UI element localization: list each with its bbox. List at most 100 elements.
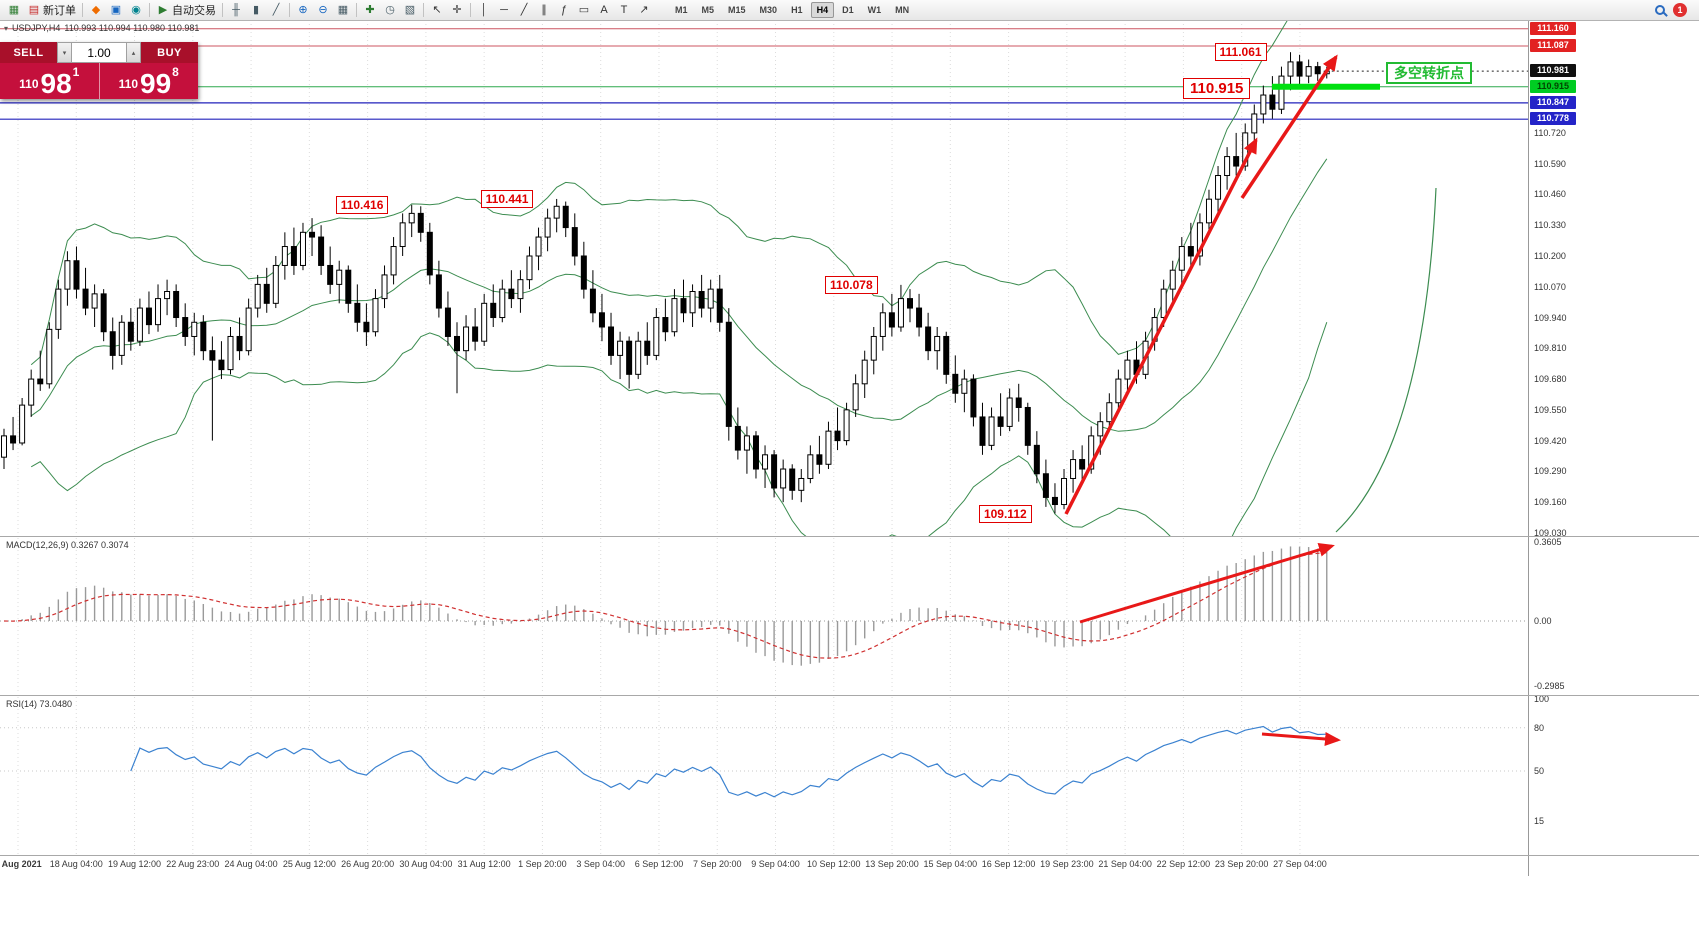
volume-decrement-button[interactable]: ▾	[57, 42, 72, 63]
price-scale[interactable]: 110.720 110.590 110.460 110.330 110.200 110.0…	[1528, 20, 1699, 876]
timeframe-d1[interactable]: D1	[842, 5, 854, 15]
time-axis-label: 19 Sep 23:00	[1040, 859, 1094, 869]
shapes-icon-glyph: ▭	[578, 4, 590, 16]
vertical-line-icon[interactable]: │	[474, 1, 494, 19]
horizontal-line-icon[interactable]: ─	[494, 1, 514, 19]
timeframe-m1[interactable]: M1	[675, 5, 688, 15]
tile-windows-icon-glyph: ▦	[337, 4, 349, 16]
candle-chart-icon-glyph: ▮	[252, 4, 260, 16]
charts-window-icon[interactable]: ▦	[4, 1, 24, 19]
line-chart-icon[interactable]: ╱	[266, 1, 286, 19]
charts-window-icon-glyph: ▦	[8, 4, 20, 16]
price-tick: 109.810	[1534, 343, 1567, 354]
panel-divider[interactable]	[0, 536, 1699, 537]
label-icon[interactable]: T	[614, 1, 634, 19]
panel-divider[interactable]	[0, 695, 1699, 696]
volume-input[interactable]	[72, 42, 126, 63]
price-tick: 109.290	[1534, 466, 1567, 477]
price-tick: 109.030	[1534, 527, 1567, 538]
toolbar-separator	[222, 3, 223, 17]
label-icon-glyph: T	[620, 4, 628, 16]
crosshair-icon-glyph: ✛	[452, 4, 462, 16]
buy-price[interactable]: 110 99 8	[118, 65, 179, 99]
sell-button[interactable]: SELL	[0, 42, 57, 63]
toolbar-separator	[423, 3, 424, 17]
timeframe-m5[interactable]: M5	[701, 5, 715, 15]
indicators-icon-glyph: ✚	[365, 4, 375, 16]
trendline-icon-glyph: ╱	[520, 4, 528, 16]
periods-icon-glyph: ◷	[385, 4, 395, 16]
time-axis-label: 3 Sep 04:00	[576, 859, 625, 869]
time-axis-label: 10 Sep 12:00	[806, 859, 861, 869]
bar-chart-icon[interactable]: ╫	[226, 1, 246, 19]
timeframe-w1[interactable]: W1	[867, 5, 882, 15]
time-axis-label: 22 Sep 12:00	[1156, 859, 1211, 869]
price-tick: 110.070	[1534, 281, 1566, 292]
sell-price[interactable]: 110 98 1	[19, 65, 80, 99]
rsi-scale-tick: 80	[1534, 722, 1545, 733]
alert-icon-glyph: ◆	[91, 4, 101, 16]
time-axis-label: 15 Sep 04:00	[923, 859, 978, 869]
price-tick: 109.160	[1534, 497, 1567, 508]
auto-trading-button[interactable]: ▶ 自动交易	[153, 1, 219, 19]
tile-windows-icon[interactable]: ▦	[333, 1, 353, 19]
time-axis-label: 18 Aug 04:00	[49, 859, 103, 869]
macd-panel[interactable]	[0, 538, 1528, 694]
channel-icon[interactable]: ∥	[534, 1, 554, 19]
time-axis-label: 19 Aug 12:00	[108, 859, 162, 869]
notification-badge[interactable]: 1	[1673, 3, 1687, 17]
templates-icon-glyph: ▧	[404, 4, 416, 16]
timeframe-m30[interactable]: M30	[759, 5, 778, 15]
shapes-icon[interactable]: ▭	[574, 1, 594, 19]
periods-icon[interactable]: ◷	[380, 1, 400, 19]
fibonacci-icon-glyph: ƒ	[560, 4, 568, 16]
zoom-in-icon-glyph: ⊕	[298, 4, 308, 16]
price-tick: 110.330	[1534, 220, 1566, 231]
timeframe-h4[interactable]: H4	[810, 2, 835, 18]
symbol-name: USDJPY,H4	[12, 23, 61, 33]
price-level-badge: 111.160	[1530, 21, 1576, 35]
rsi-panel[interactable]	[0, 697, 1528, 854]
time-axis[interactable]: 6 Aug 2021 18 Aug 04:00 19 Aug 12:00 22 Aug…	[0, 857, 1528, 873]
toolbar-separator	[149, 3, 150, 17]
templates-icon[interactable]: ▧	[400, 1, 420, 19]
crosshair-icon[interactable]: ✛	[447, 1, 467, 19]
zoom-out-icon[interactable]: ⊖	[313, 1, 333, 19]
news-icon[interactable]: ▣	[106, 1, 126, 19]
cursor-icon[interactable]: ↖	[427, 1, 447, 19]
alert-icon[interactable]: ◆	[86, 1, 106, 19]
timeframe-h1[interactable]: H1	[791, 5, 803, 15]
market-icon[interactable]: ◉	[126, 1, 146, 19]
zoom-in-icon[interactable]: ⊕	[293, 1, 313, 19]
time-axis-label: 24 Aug 04:00	[224, 859, 278, 869]
price-tick: 110.590	[1534, 158, 1566, 169]
arrows-icon[interactable]: ↗	[634, 1, 654, 19]
price-level-badge: 111.087	[1530, 39, 1576, 53]
text-icon[interactable]: A	[594, 1, 614, 19]
channel-icon-glyph: ∥	[541, 4, 547, 16]
trendline-icon[interactable]: ╱	[514, 1, 534, 19]
rsi-scale-tick: 100	[1534, 694, 1550, 704]
price-tick: 110.200	[1534, 250, 1566, 261]
buy-button[interactable]: BUY	[141, 42, 198, 63]
timeframe-mn[interactable]: MN	[895, 5, 910, 15]
toolbar-items: ▦ ▤ 新订单 ◆ ▣ ◉ ▶ 自动交易 ╫ ▮ ╱ ⊕ ⊖ ▦ ✚ ◷ ▧ ↖ ✛ │ ─ ╱ ∥ ƒ ▭ A T ↗	[4, 1, 654, 19]
market-icon-glyph: ◉	[131, 4, 141, 16]
price-tick: 110.460	[1534, 189, 1566, 200]
vertical-line-icon-glyph: │	[480, 4, 488, 16]
new-order-button[interactable]: ▤ 新订单	[24, 1, 79, 19]
candle-chart-icon[interactable]: ▮	[246, 1, 266, 19]
timeframe-m15[interactable]: M15	[728, 5, 746, 15]
symbol-dropdown-icon[interactable]: ▾	[4, 23, 9, 33]
price-chart[interactable]	[0, 20, 1528, 536]
macd-scale-tick: 0.3605	[1534, 537, 1562, 547]
toolbar: ▦ ▤ 新订单 ◆ ▣ ◉ ▶ 自动交易 ╫ ▮ ╱ ⊕ ⊖ ▦ ✚ ◷ ▧ ↖ ✛ │ ─ ╱ ∥ ƒ ▭ A T ↗ M1 M5 M1…	[0, 0, 1699, 21]
indicators-icon[interactable]: ✚	[360, 1, 380, 19]
volume-increment-button[interactable]: ▴	[126, 42, 141, 63]
rsi-indicator-label: RSI(14) 73.0480	[6, 699, 73, 709]
bar-chart-icon-glyph: ╫	[232, 4, 240, 16]
fibonacci-icon[interactable]: ƒ	[554, 1, 574, 19]
rsi-scale-tick: 50	[1534, 766, 1545, 776]
panel-divider[interactable]	[0, 855, 1699, 856]
search-icon[interactable]	[1655, 5, 1665, 15]
